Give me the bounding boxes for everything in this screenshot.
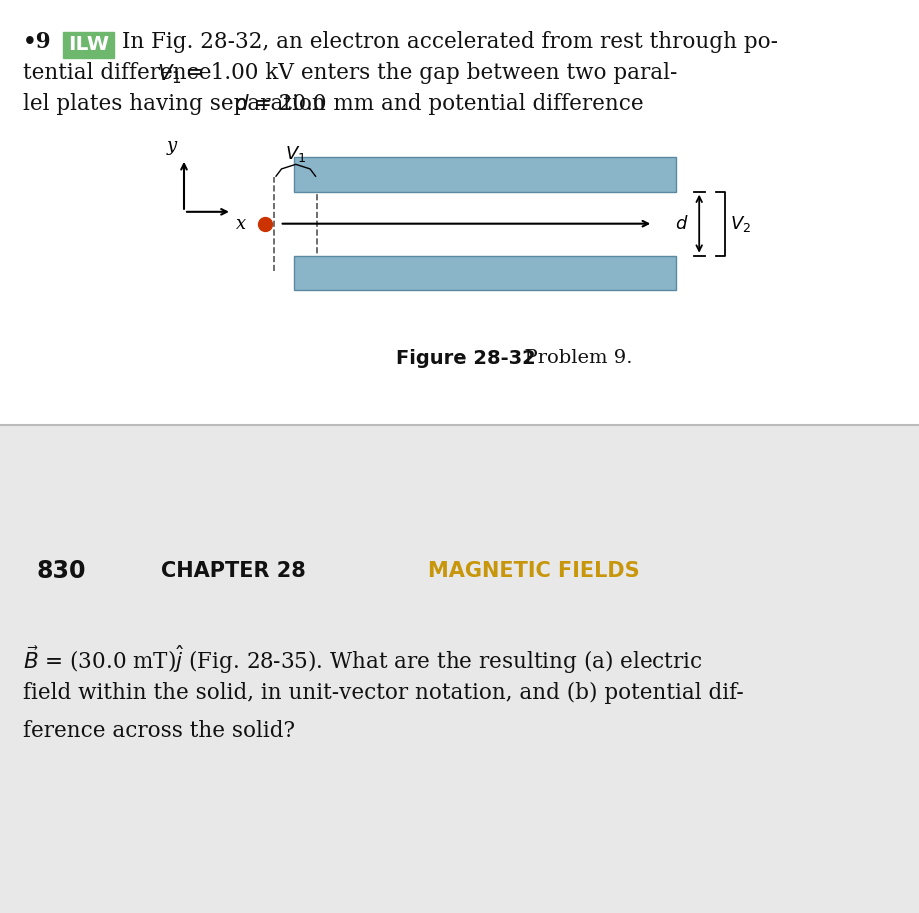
Text: ILW: ILW [68,36,108,54]
Text: $d$: $d$ [233,93,249,115]
Text: = 20.0 mm and potential difference: = 20.0 mm and potential difference [247,93,643,115]
Text: $V_1$: $V_1$ [157,62,182,86]
Text: y: y [166,137,177,155]
Text: $V_2$: $V_2$ [729,214,750,234]
Text: ference across the solid?: ference across the solid? [23,720,295,742]
Bar [294,256,675,290]
Text: Problem 9.: Problem 9. [512,349,632,367]
Bar [0,425,919,913]
Bar [294,157,675,192]
Text: In Fig. 28-32, an electron accelerated from rest through po-: In Fig. 28-32, an electron accelerated f… [122,31,777,53]
Text: Figure 28-32: Figure 28-32 [395,349,535,368]
Text: MAGNETIC FIELDS: MAGNETIC FIELDS [427,561,639,581]
Text: 830: 830 [37,559,86,582]
Text: lel plates having separation: lel plates having separation [23,93,333,115]
Text: CHAPTER 28: CHAPTER 28 [161,561,305,581]
Text: field within the solid, in unit-vector notation, and (b) potential dif-: field within the solid, in unit-vector n… [23,682,743,704]
Text: x: x [235,215,245,234]
Text: •9: •9 [23,31,51,53]
Text: $d$: $d$ [674,215,687,233]
Text: $V_1$: $V_1$ [285,144,306,164]
Bar [62,32,114,58]
Text: $\vec{B}$ = (30.0 mT)$\hat{j}$ (Fig. 28-35). What are the resulting (a) electric: $\vec{B}$ = (30.0 mT)$\hat{j}$ (Fig. 28-… [23,644,702,677]
Text: = 1.00 kV enters the gap between two paral-: = 1.00 kV enters the gap between two par… [179,62,677,84]
Text: tential difference: tential difference [23,62,218,84]
